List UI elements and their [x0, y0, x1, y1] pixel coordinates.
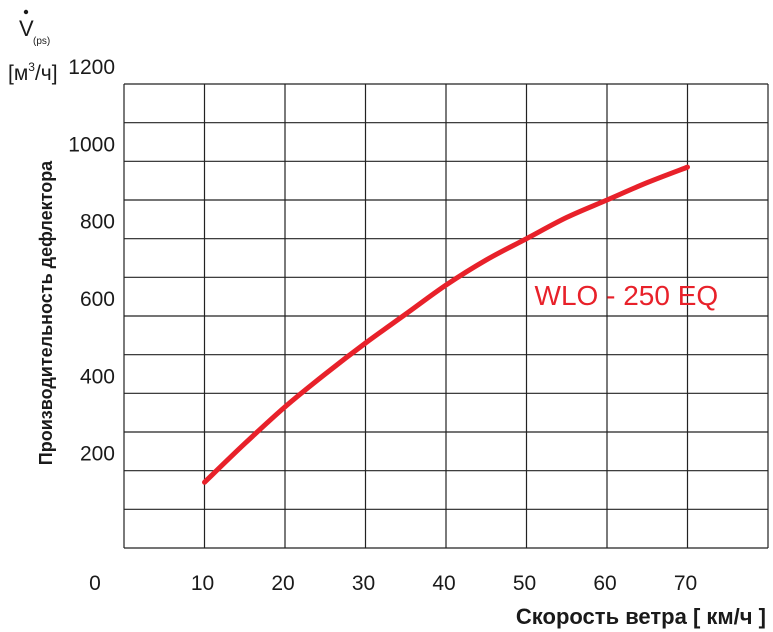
x-tick-label: 10 — [191, 572, 214, 595]
y-tick-label: 1000 — [68, 133, 115, 156]
y-tick-label: 600 — [80, 288, 115, 311]
y-unit: [м3/ч] — [8, 60, 58, 85]
y-tick-label: 200 — [80, 443, 115, 466]
chart-grid — [123, 83, 769, 549]
y-unit-close: /ч] — [35, 62, 58, 85]
y-symbol: V — [19, 16, 34, 41]
y-axis-title: Производительность дефлектора — [36, 160, 56, 465]
chart-tick-labels: 200 400 600 800 1000 1200 0 10 20 30 40 50 60 70 — [68, 56, 697, 595]
y-unit-sup: 3 — [28, 60, 35, 74]
y-unit-open: [м — [8, 62, 28, 85]
y-unit-block: V (ps) [м3/ч] — [8, 9, 58, 85]
x-tick-label: 20 — [271, 572, 294, 595]
x-tick-label: 40 — [432, 572, 455, 595]
y-symbol-subscript: (ps) — [33, 36, 50, 47]
x-tick-label: 60 — [593, 572, 616, 595]
y-tick-label: 800 — [80, 211, 115, 234]
series-line — [202, 164, 690, 485]
y-tick-label: 400 — [80, 365, 115, 388]
series-label: WLO - 250 EQ — [535, 280, 719, 311]
x-axis-title: Скорость ветра [ км/ч ] — [516, 604, 766, 629]
chart-series-layer: WLO - 250 EQ — [202, 164, 719, 485]
x-tick-label: 0 — [89, 572, 101, 595]
y-tick-label: 1200 — [68, 56, 115, 79]
y-symbol-dot — [23, 9, 29, 15]
x-tick-label: 70 — [674, 572, 697, 595]
x-tick-label: 50 — [513, 572, 536, 595]
x-tick-label: 30 — [352, 572, 375, 595]
